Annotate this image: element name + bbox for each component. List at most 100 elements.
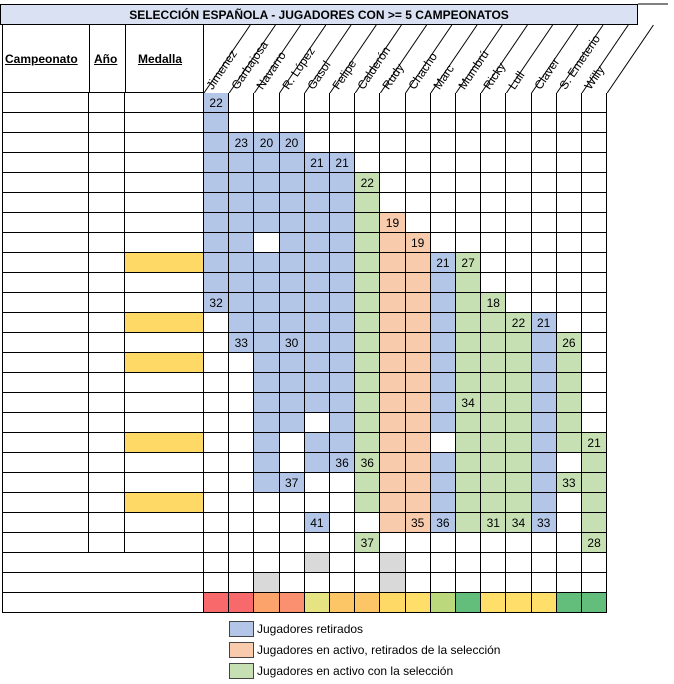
participation-cell	[355, 193, 381, 213]
participation-cell	[204, 273, 230, 293]
cell-anio	[89, 493, 125, 513]
cell-campeonato	[2, 513, 89, 533]
empty-cell	[506, 253, 532, 273]
participation-cell	[279, 233, 305, 253]
participation-cell	[531, 473, 557, 493]
empty-cell	[254, 113, 280, 133]
participation-cell	[355, 293, 381, 313]
participation-cell	[405, 333, 431, 353]
header-campeonato: Campeonato	[5, 52, 78, 66]
cell-anio	[89, 333, 125, 353]
participation-cell: 23	[229, 133, 255, 153]
title-banner	[0, 4, 638, 25]
participation-cell	[456, 273, 482, 293]
totals-label-rendimiento	[2, 593, 204, 613]
participation-cell: 33	[531, 513, 557, 533]
participation-cell	[355, 213, 381, 233]
participation-cell	[279, 253, 305, 273]
participation-cell	[582, 513, 608, 533]
empty-cell	[430, 533, 456, 553]
cell-anio	[89, 173, 125, 193]
totals-campeonatos-value	[506, 573, 532, 593]
participation-cell	[254, 293, 280, 313]
participation-cell: 21	[531, 313, 557, 333]
participation-cell	[506, 473, 532, 493]
empty-cell	[430, 133, 456, 153]
cell-medalla	[125, 493, 204, 513]
participation-cell	[481, 473, 507, 493]
empty-cell	[229, 373, 255, 393]
participation-cell	[430, 453, 456, 473]
cell-anio	[89, 213, 125, 233]
participation-cell	[204, 173, 230, 193]
participation-cell	[204, 253, 230, 273]
empty-cell	[279, 93, 305, 113]
empty-cell	[556, 453, 582, 473]
totals-rendimiento-value	[204, 593, 230, 613]
participation-cell: 26	[556, 333, 582, 353]
participation-cell: 33	[556, 473, 582, 493]
empty-cell	[405, 153, 431, 173]
participation-cell	[304, 193, 330, 213]
participation-cell	[582, 473, 608, 493]
totals-label-campeonatos	[2, 573, 204, 593]
participation-cell	[229, 233, 255, 253]
cell-campeonato	[2, 273, 89, 293]
participation-cell	[380, 413, 406, 433]
totals-campeonatos-value	[355, 573, 381, 593]
participation-cell	[456, 473, 482, 493]
participation-cell	[481, 333, 507, 353]
empty-cell	[430, 233, 456, 253]
participation-cell	[254, 453, 280, 473]
empty-cell	[506, 113, 532, 133]
totals-campeonatos-value	[229, 573, 255, 593]
empty-cell	[556, 253, 582, 273]
empty-cell	[229, 433, 255, 453]
empty-cell	[229, 93, 255, 113]
participation-cell	[229, 293, 255, 313]
participation-cell	[430, 333, 456, 353]
empty-cell	[456, 233, 482, 253]
empty-cell	[506, 233, 532, 253]
empty-cell	[582, 353, 608, 373]
cell-anio	[89, 373, 125, 393]
empty-cell	[279, 513, 305, 533]
empty-cell	[229, 513, 255, 533]
cell-campeonato	[2, 233, 89, 253]
cell-campeonato	[2, 493, 89, 513]
participation-cell	[279, 293, 305, 313]
cell-medalla	[125, 433, 204, 453]
empty-cell	[229, 453, 255, 473]
empty-cell	[582, 273, 608, 293]
participation-cell: 19	[380, 213, 406, 233]
cell-anio	[89, 393, 125, 413]
empty-cell	[506, 193, 532, 213]
participation-cell	[556, 433, 582, 453]
cell-anio	[89, 93, 125, 113]
participation-cell	[304, 173, 330, 193]
participation-cell	[229, 273, 255, 293]
empty-cell	[556, 93, 582, 113]
empty-cell	[582, 393, 608, 413]
empty-cell	[204, 373, 230, 393]
participation-cell	[456, 313, 482, 333]
cell-campeonato	[2, 93, 89, 113]
totals-rendimiento-value	[380, 593, 406, 613]
empty-cell	[380, 173, 406, 193]
empty-cell	[481, 533, 507, 553]
empty-cell	[204, 353, 230, 373]
cell-anio	[89, 413, 125, 433]
totals-medallas-value	[254, 553, 280, 573]
participation-cell	[204, 193, 230, 213]
participation-cell	[456, 293, 482, 313]
participation-cell	[229, 313, 255, 333]
empty-cell	[531, 113, 557, 133]
totals-medallas-value	[304, 553, 330, 573]
participation-cell	[531, 373, 557, 393]
participation-cell	[254, 353, 280, 373]
totals-campeonatos-value	[254, 573, 280, 593]
totals-rendimiento-value	[582, 593, 608, 613]
participation-cell	[254, 433, 280, 453]
participation-cell	[204, 113, 230, 133]
empty-cell	[556, 313, 582, 333]
